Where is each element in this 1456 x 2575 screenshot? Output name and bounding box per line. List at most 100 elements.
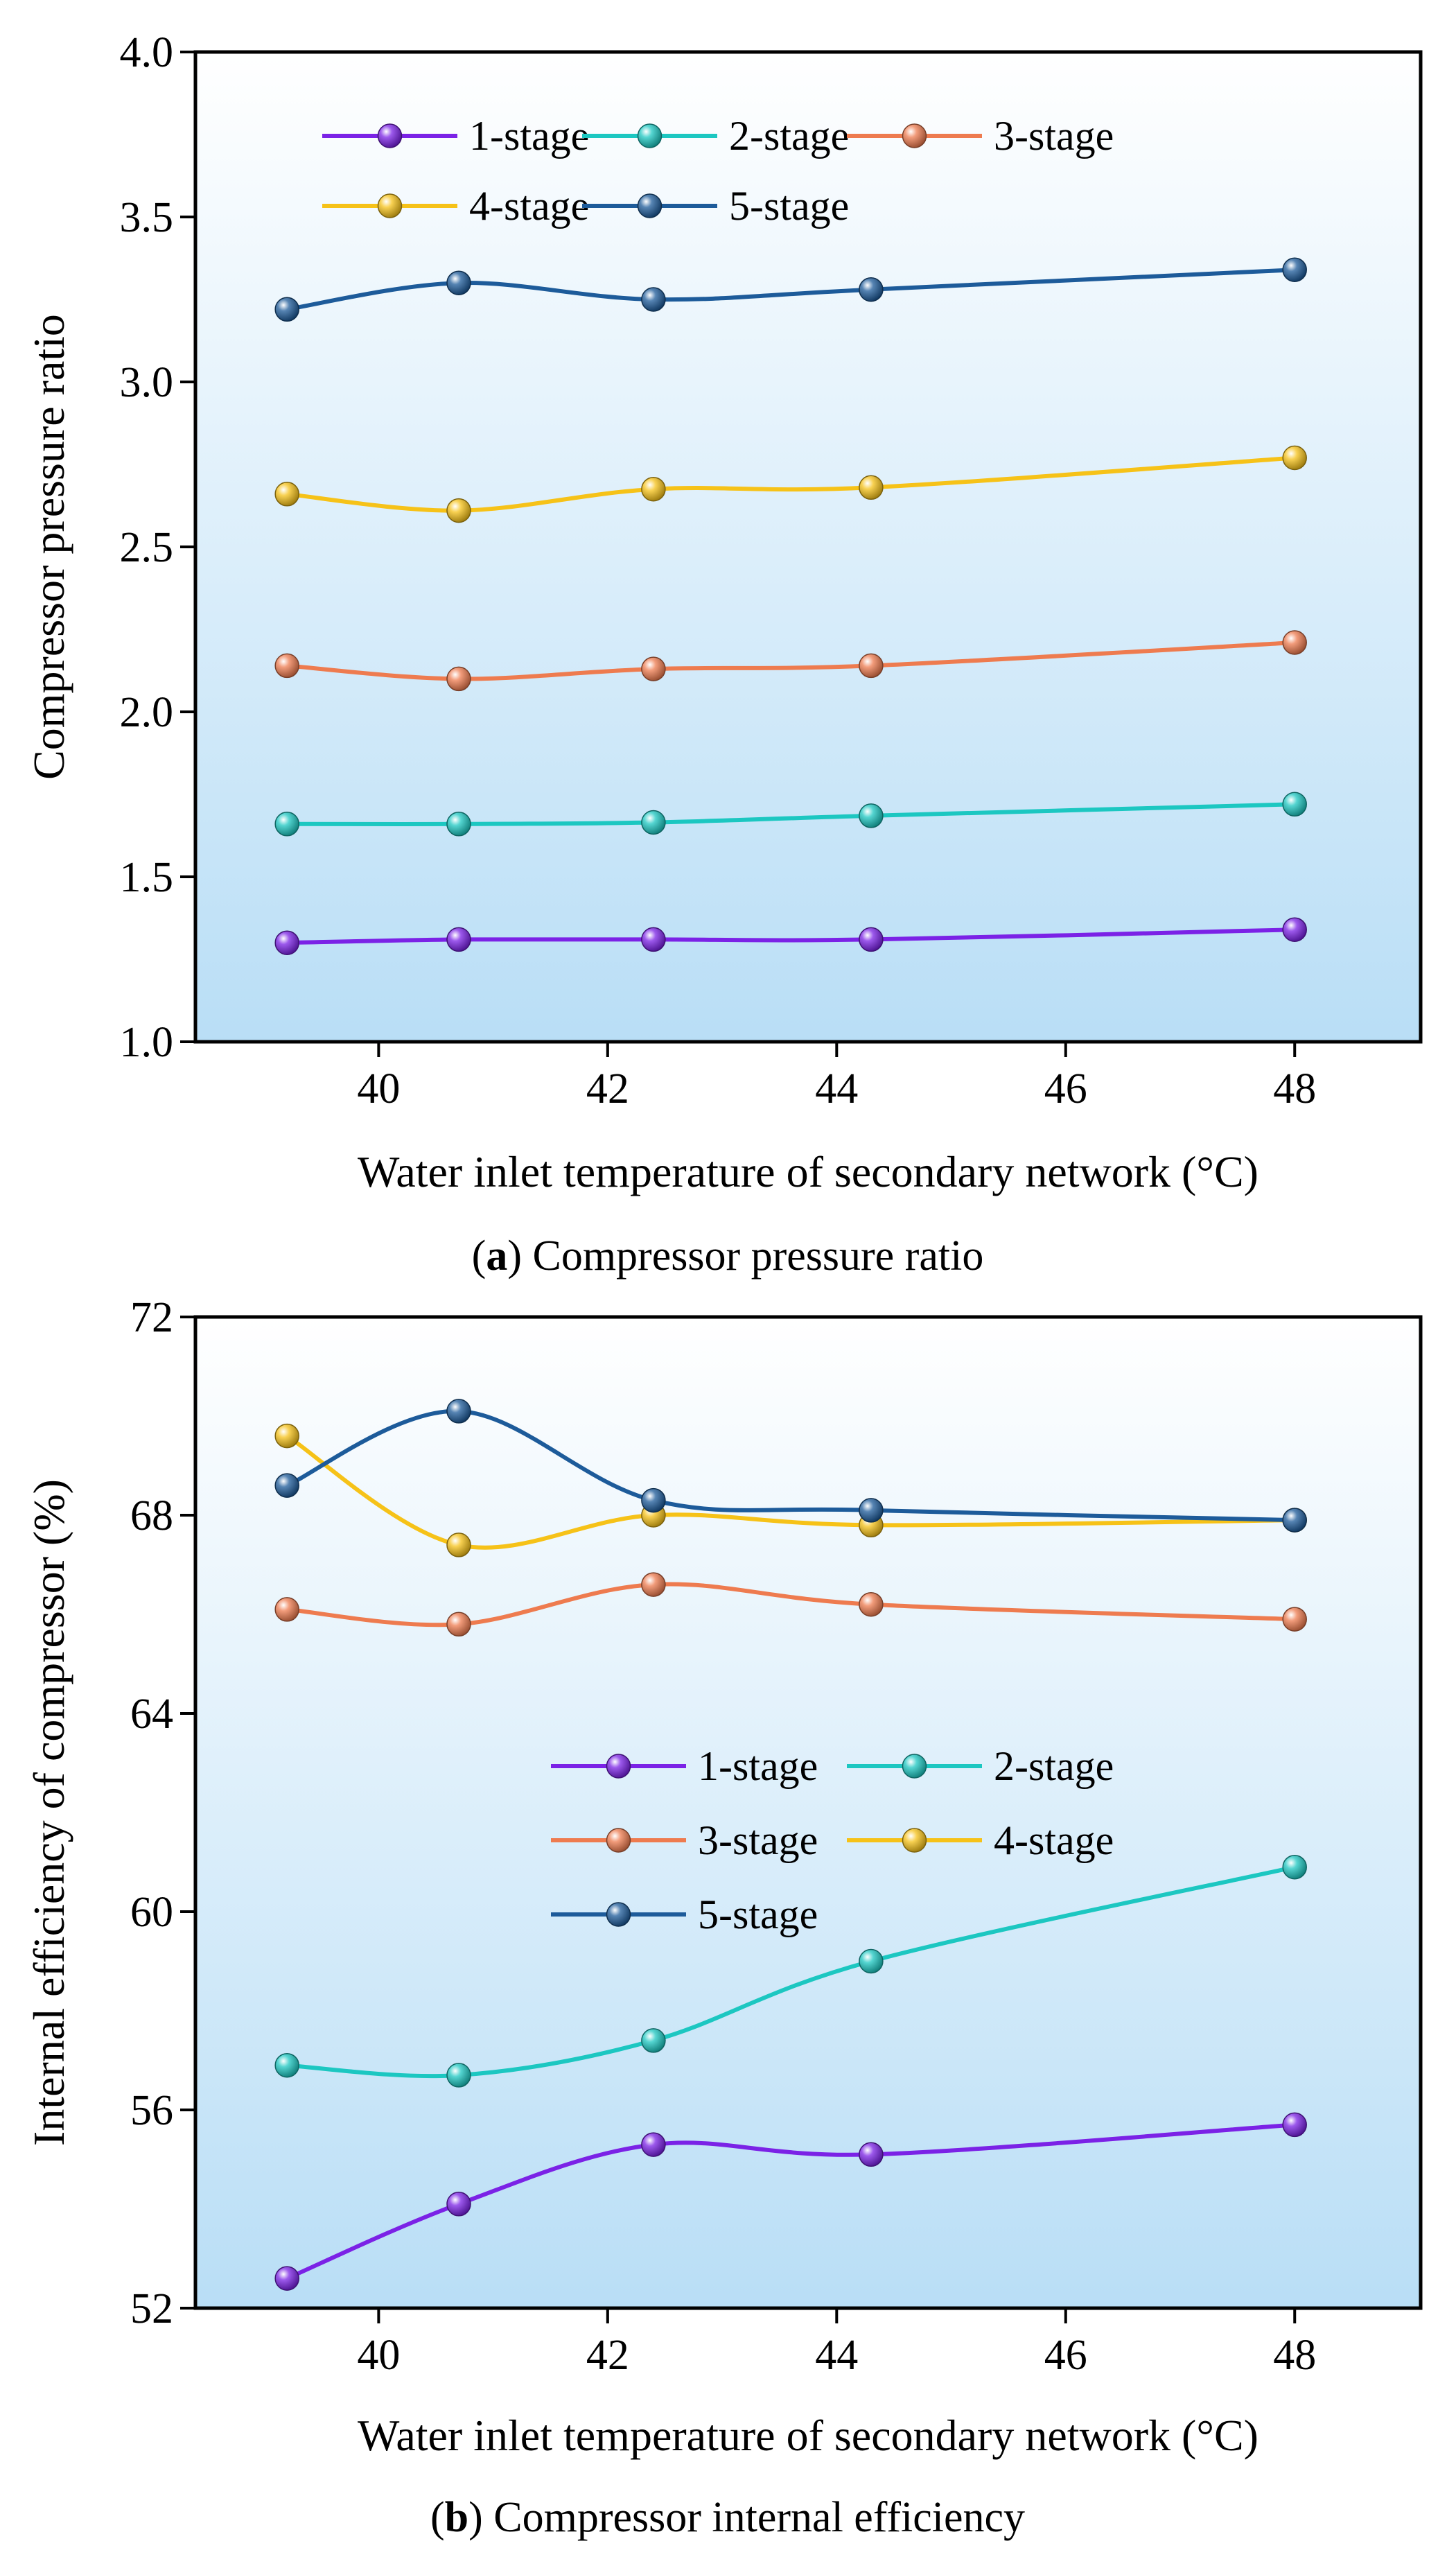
chart-a-data-point bbox=[274, 482, 299, 507]
chart-b-legend-label: 5-stage bbox=[698, 1892, 818, 1937]
chart-a-data-point bbox=[641, 476, 666, 502]
chart-b-data-point bbox=[274, 2266, 299, 2291]
chart-b-ytick-label: 64 bbox=[130, 1691, 173, 1738]
chart-a-series-3-stage bbox=[274, 630, 1307, 692]
chart-b-series-line bbox=[286, 2122, 1295, 2280]
chart-a-data-point bbox=[274, 812, 299, 837]
chart-b-data-point bbox=[1282, 2112, 1307, 2138]
chart-a-frame bbox=[193, 50, 1423, 1044]
chart-b-data-point bbox=[859, 2142, 884, 2167]
chart-b-legend-marker bbox=[902, 1828, 927, 1853]
chart-b-ytick-label: 72 bbox=[130, 1294, 173, 1341]
chart-a-legend-label: 1-stage bbox=[469, 113, 589, 159]
chart-a-xlabel: Water inlet temperature of secondary net… bbox=[358, 1147, 1258, 1196]
chart-a-data-point bbox=[446, 666, 471, 692]
chart-b-data-point bbox=[446, 1533, 471, 1557]
chart-b-ytick-label: 56 bbox=[130, 2087, 173, 2134]
chart-b-series-line bbox=[286, 1408, 1295, 1523]
chart-b-legend-item: 5-stage bbox=[551, 1892, 818, 1937]
chart-a-legend-label: 2-stage bbox=[729, 113, 849, 159]
chart-b-xtick-label: 48 bbox=[1273, 2332, 1316, 2379]
chart-b-legend-label: 2-stage bbox=[994, 1743, 1114, 1789]
chart-b-data-point bbox=[274, 1423, 299, 1449]
chart-a-series-line bbox=[286, 268, 1295, 312]
chart-b-xtick-label: 46 bbox=[1044, 2332, 1087, 2379]
chart-a-data-point bbox=[641, 287, 666, 312]
chart-b-series-line bbox=[287, 1865, 1295, 2079]
chart-b-legend-item: 3-stage bbox=[551, 1817, 818, 1863]
chart-a-data-point bbox=[274, 930, 299, 955]
chart-a-data-point bbox=[1282, 445, 1307, 471]
chart-b-legend-marker bbox=[606, 1828, 631, 1853]
chart-a-legend-label: 4-stage bbox=[469, 183, 589, 229]
chart-a-xtick-label: 40 bbox=[357, 1065, 400, 1112]
chart-a-legend-item: 4-stage bbox=[322, 183, 589, 229]
chart-a-legend-marker bbox=[637, 193, 663, 218]
chart-b-data-point bbox=[641, 1487, 666, 1513]
chart-b-series-2-stage bbox=[274, 1854, 1307, 2088]
chart-a-legend-marker bbox=[637, 123, 663, 148]
chart-a-series-5-stage bbox=[274, 257, 1307, 322]
chart-a-legend-marker bbox=[902, 123, 927, 148]
chart-a-ytick-label: 1.0 bbox=[120, 1019, 174, 1066]
chart-a-series-1-stage bbox=[274, 917, 1307, 955]
chart-b-data-point bbox=[446, 1399, 471, 1424]
chart-a-data-point bbox=[446, 812, 471, 837]
chart-a-data-point bbox=[859, 803, 884, 828]
chart-b-ylabel: Internal efficiency of compressor (%) bbox=[24, 1479, 73, 2146]
chart-a-ytick-label: 4.0 bbox=[120, 29, 174, 76]
chart-b-data-point bbox=[859, 1948, 884, 1974]
chart-b-caption-letter: b bbox=[445, 2494, 468, 2541]
chart-b-series-3-stage bbox=[274, 1572, 1307, 1637]
chart-a-data-point bbox=[641, 810, 666, 835]
chart-b-legend-label: 1-stage bbox=[698, 1743, 818, 1789]
chart-a-data-point bbox=[859, 475, 884, 500]
chart-b-legend-marker bbox=[606, 1754, 631, 1779]
chart-b-ytick-label: 52 bbox=[130, 2285, 173, 2332]
chart-a-series-line bbox=[286, 640, 1295, 681]
chart-b-series-line bbox=[286, 1434, 1295, 1550]
chart-a-legend-label: 3-stage bbox=[994, 113, 1114, 159]
chart-b-caption: (b) Compressor internal efficiency bbox=[430, 2494, 1025, 2541]
chart-b-data-point bbox=[274, 2052, 299, 2078]
chart-a-ytick-label: 2.0 bbox=[120, 689, 174, 736]
chart-a-data-point bbox=[1282, 792, 1307, 817]
chart-a-series-line bbox=[286, 455, 1295, 513]
chart-a-data-point bbox=[274, 653, 299, 679]
chart-a-series-line bbox=[287, 927, 1295, 945]
chart-b-data-point bbox=[274, 1473, 299, 1498]
chart-b-legend-item: 1-stage bbox=[551, 1743, 818, 1789]
chart-b-legend-item: 4-stage bbox=[847, 1817, 1114, 1863]
chart-a-xtick-label: 48 bbox=[1273, 1065, 1316, 1112]
chart-a-series-line bbox=[287, 802, 1295, 826]
chart-a-data-point bbox=[641, 927, 666, 952]
chart-a-caption-text: Compressor pressure ratio bbox=[532, 1232, 983, 1280]
chart-a-series-4-stage bbox=[274, 445, 1307, 523]
chart-b-data-point bbox=[859, 1498, 884, 1523]
chart-b-frame bbox=[193, 1315, 1423, 2310]
chart-a-data-point bbox=[859, 277, 884, 302]
chart-b-data-point bbox=[1282, 1508, 1307, 1533]
chart-a-ytick-label: 2.5 bbox=[120, 524, 174, 571]
chart-a-data-point bbox=[274, 297, 299, 322]
chart-a-ylabel: Compressor pressure ratio bbox=[24, 314, 73, 780]
chart-b-data-point bbox=[641, 2028, 666, 2053]
chart-a-data-point bbox=[1282, 917, 1307, 942]
chart-b-data-point bbox=[446, 1612, 471, 1637]
chart-a-series-2-stage bbox=[274, 792, 1307, 837]
chart-b-xtick-label: 42 bbox=[586, 2332, 629, 2379]
chart-b-caption-text: Compressor internal efficiency bbox=[493, 2494, 1025, 2541]
chart-a-legend-marker bbox=[377, 123, 403, 148]
chart-a-ytick-label: 3.5 bbox=[120, 194, 174, 241]
chart-b-xlabel: Water inlet temperature of secondary net… bbox=[358, 2411, 1258, 2460]
chart-b-plot-area bbox=[195, 1317, 1421, 2308]
chart-a-legend-label: 5-stage bbox=[729, 183, 849, 229]
chart-a-xtick-label: 42 bbox=[586, 1065, 629, 1112]
chart-a-xtick-label: 46 bbox=[1044, 1065, 1087, 1112]
chart-b-data-point bbox=[641, 1572, 666, 1597]
chart-b-data-point bbox=[859, 1591, 884, 1617]
chart-a-xtick-label: 44 bbox=[815, 1065, 858, 1112]
chart-b-legend-label: 3-stage bbox=[698, 1817, 818, 1863]
chart-b-data-point bbox=[641, 2132, 666, 2157]
